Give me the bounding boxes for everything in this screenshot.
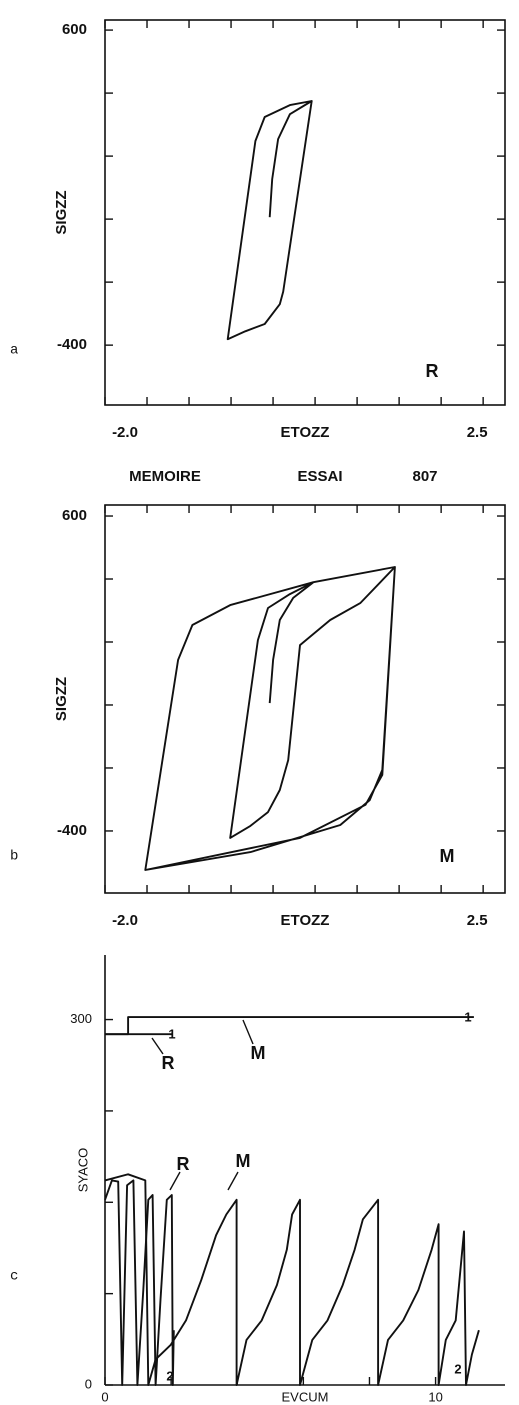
y-tick-label: 600: [62, 21, 87, 38]
chart-title: ESSAI: [297, 468, 342, 485]
annotation: 2: [166, 1368, 173, 1383]
chart-title: 807: [412, 468, 437, 485]
leader-line: [227, 1171, 239, 1191]
plot-frame: [104, 19, 506, 406]
x-tick-label: -2.0: [112, 424, 138, 441]
curve: [144, 566, 396, 871]
y-axis-label: SIGZZ: [53, 190, 70, 234]
annotation: M: [251, 1043, 266, 1063]
annotation: M: [440, 846, 455, 866]
x-tick-label: 0: [101, 1389, 108, 1404]
plot-frame: [104, 504, 506, 894]
annotation: R: [426, 361, 439, 381]
x-axis-label: ETOZZ: [281, 424, 330, 441]
curve: [226, 100, 313, 341]
x-tick-label: 2.5: [467, 912, 488, 929]
leader-line: [151, 1037, 164, 1055]
annotation: M: [236, 1151, 251, 1171]
leader-line: [169, 1171, 181, 1191]
y-tick-label: -400: [57, 336, 87, 353]
y-tick-label: 600: [62, 507, 87, 524]
y-tick-label: 300: [70, 1011, 92, 1026]
annotation: 2: [454, 1361, 461, 1376]
panel-label: b: [10, 849, 18, 865]
x-axis-label: ETOZZ: [281, 912, 330, 929]
x-tick-label: -2.0: [112, 912, 138, 929]
chart-title: MEMOIRE: [129, 468, 201, 485]
y-axis-label: SYACO: [75, 1148, 90, 1193]
panel-label: c: [10, 1269, 18, 1285]
annotation: R: [162, 1053, 175, 1073]
panel-label: a: [10, 343, 18, 359]
y-axis-label: SIGZZ: [53, 677, 70, 721]
curve: [105, 1016, 474, 1036]
leader-line: [242, 1019, 254, 1045]
x-tick-label: 10: [428, 1389, 442, 1404]
curve: [104, 1179, 175, 1386]
x-axis-label: EVCUM: [282, 1389, 329, 1404]
y-tick-label: -400: [57, 822, 87, 839]
annotation: R: [177, 1154, 190, 1174]
y-tick-label: 0: [85, 1376, 92, 1391]
annotation: 1: [168, 1026, 175, 1041]
annotation: 1: [464, 1009, 471, 1024]
curve: [104, 1173, 480, 1386]
x-tick-label: 2.5: [467, 424, 488, 441]
